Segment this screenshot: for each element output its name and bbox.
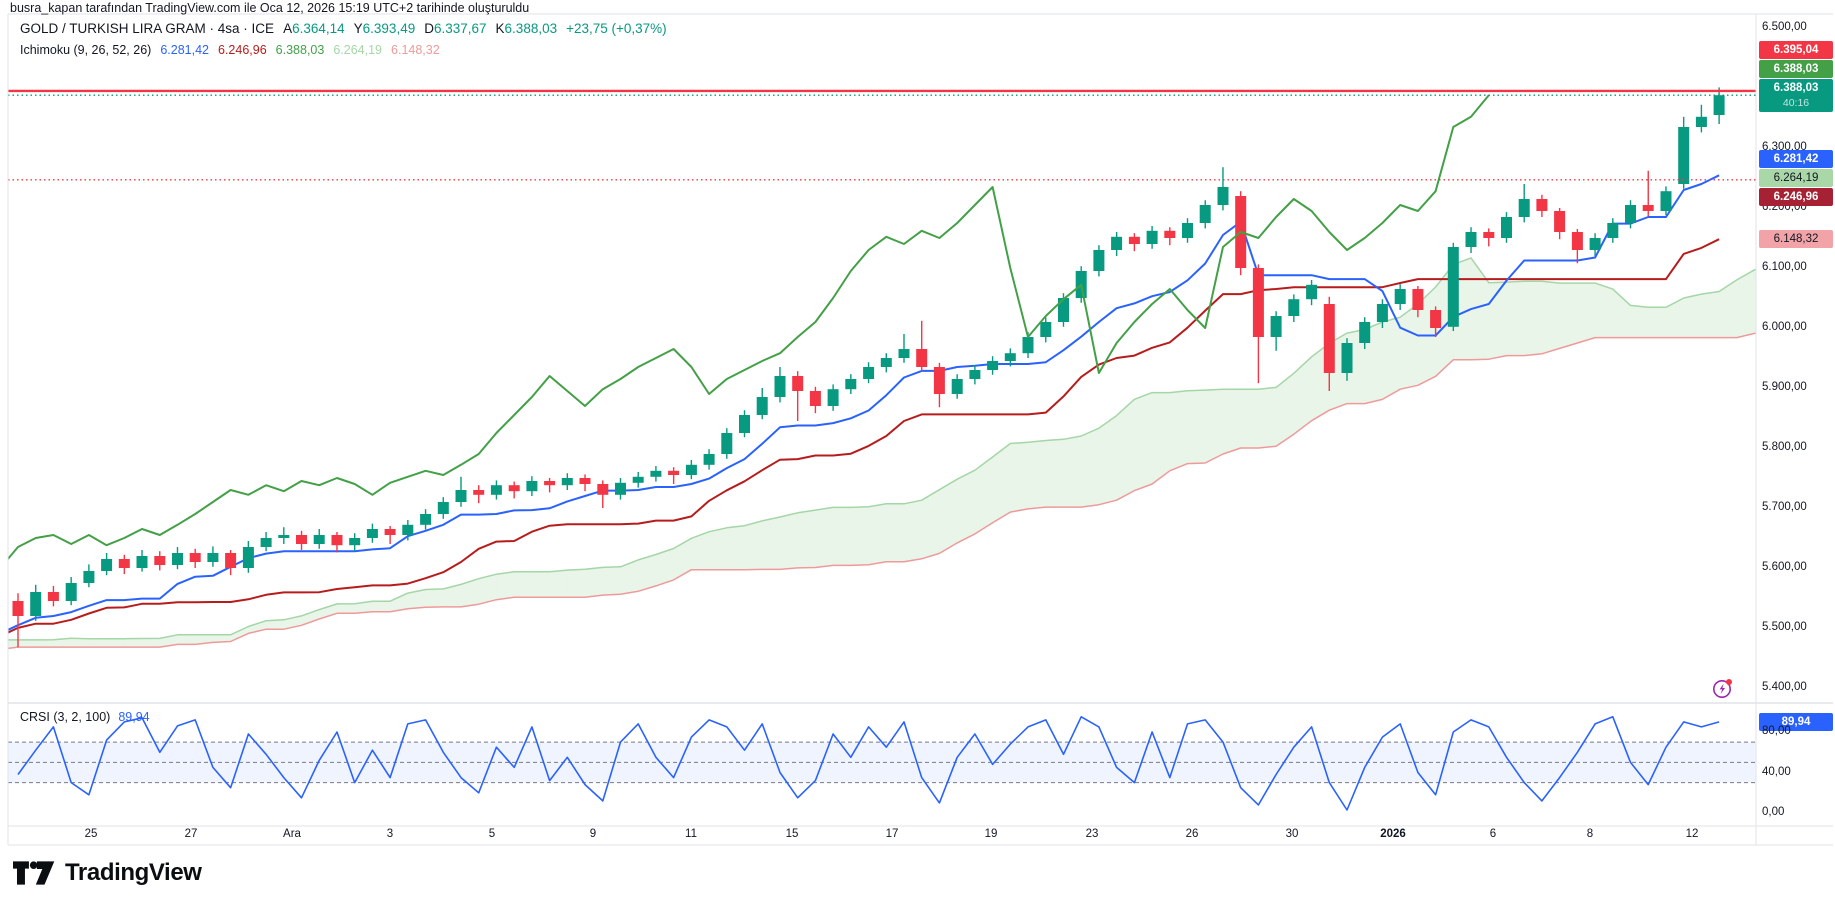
lead-b-badge: 6.148,32 bbox=[1759, 230, 1833, 248]
ichimoku-conversion-value: 6.281,42 bbox=[160, 43, 209, 57]
crsi-tick-label: 80,00 bbox=[1762, 725, 1791, 737]
notification-dot bbox=[1726, 679, 1732, 685]
lightning-circle bbox=[1713, 680, 1731, 698]
alert-price-badge: 6.395,04 bbox=[1759, 41, 1833, 59]
base-line-badge: 6.246,96 bbox=[1759, 188, 1833, 206]
ichimoku-lead-a-value: 6.264,19 bbox=[333, 43, 383, 57]
lightning-bolt-icon bbox=[1719, 683, 1725, 694]
price-tick-label: 5.800,00 bbox=[1762, 441, 1807, 453]
ohlc-low: D 6.337,67 bbox=[424, 21, 487, 36]
ichimoku-lead-b-value: 6.148,32 bbox=[391, 43, 440, 57]
price-tick-label: 6.100,00 bbox=[1762, 261, 1807, 273]
tradingview-logo-text: TradingView bbox=[65, 859, 202, 886]
bar-countdown: 40:16 bbox=[1782, 97, 1810, 109]
symbol-title: GOLD / TURKISH LIRA GRAM · 4sa · ICE bbox=[20, 21, 275, 36]
ichimoku-title: Ichimoku (9, 26, 52, 26) bbox=[20, 43, 152, 57]
crsi-tick-label: 0,00 bbox=[1762, 806, 1785, 818]
ichimoku-legend: Ichimoku (9, 26, 52, 26) 6.281,42 6.246,… bbox=[20, 43, 440, 57]
ohlc-high: Y 6.393,49 bbox=[353, 21, 416, 36]
lead-a-badge: 6.264,19 bbox=[1759, 169, 1833, 187]
tradingview-mark-icon bbox=[13, 861, 55, 885]
crsi-legend: CRSI (3, 2, 100) 89,94 bbox=[20, 710, 150, 724]
price-tick-label: 5.900,00 bbox=[1762, 381, 1807, 393]
crsi-value-badge: 89,94 bbox=[1759, 713, 1833, 731]
last-price-value: 6.388,03 bbox=[1773, 82, 1819, 94]
crsi-value: 89,94 bbox=[118, 710, 150, 724]
price-tick-label: 5.400,00 bbox=[1762, 681, 1807, 693]
crsi-tick-label: 40,00 bbox=[1762, 765, 1791, 778]
ohlc-close: K 6.388,03 bbox=[495, 21, 558, 36]
ohlc-open: A 6.364,14 bbox=[283, 21, 345, 36]
price-tick-label: 5.700,00 bbox=[1762, 501, 1807, 513]
change-value: +23,75 (+0,37%) bbox=[566, 21, 667, 36]
symbol-legend: GOLD / TURKISH LIRA GRAM · 4sa · ICE A 6.… bbox=[20, 21, 667, 36]
price-tick-label: 5.500,00 bbox=[1762, 621, 1807, 633]
price-tick-label: 6.500,00 bbox=[1762, 21, 1807, 33]
last-price-badge: 6.388,03 40:16 bbox=[1759, 79, 1833, 112]
price-axis[interactable]: 6.500,00 6.300,00 6.200,00 6.100,00 6.000,00… bbox=[1756, 0, 1835, 909]
lightning-button[interactable] bbox=[1712, 678, 1733, 699]
lagging-span-badge: 6.388,03 bbox=[1759, 60, 1833, 78]
attribution-text: busra_kapan tarafından TradingView.com i… bbox=[10, 1, 530, 15]
crsi-title: CRSI (3, 2, 100) bbox=[20, 710, 111, 724]
price-tick-label: 5.600,00 bbox=[1762, 561, 1807, 573]
tradingview-logo[interactable]: TradingView bbox=[13, 858, 202, 888]
conversion-line-badge: 6.281,42 bbox=[1759, 150, 1833, 168]
crsi-axis[interactable]: 80,00 40,00 0,00 bbox=[1756, 0, 1835, 909]
price-tick-label: 6.000,00 bbox=[1762, 321, 1807, 333]
ichimoku-base-value: 6.246,96 bbox=[218, 43, 267, 57]
ichimoku-lagging-value: 6.388,03 bbox=[275, 43, 325, 57]
